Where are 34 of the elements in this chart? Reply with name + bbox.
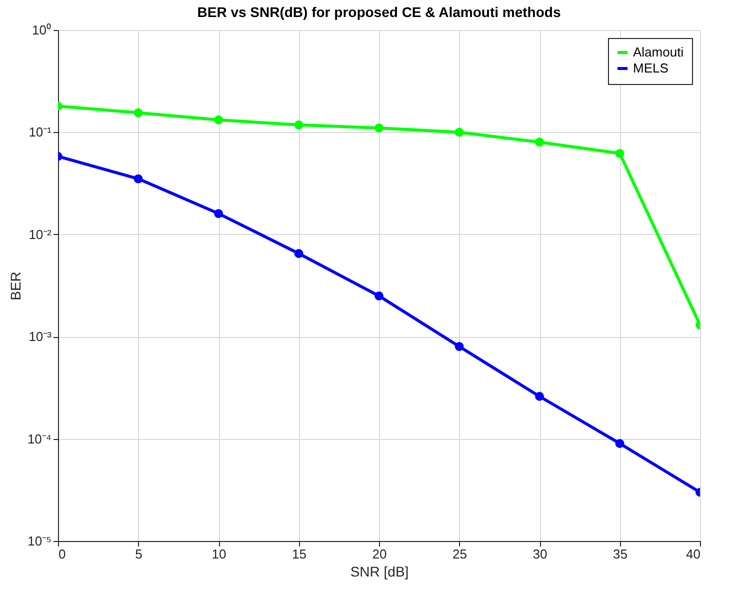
y-tick-label: 10⁻⁵ — [28, 534, 52, 548]
point — [134, 174, 143, 184]
point — [535, 138, 544, 147]
x-tick-label: 25 — [452, 546, 467, 562]
point — [374, 291, 384, 300]
y-axis-title: BER — [7, 272, 24, 300]
x-tick-label: 30 — [532, 546, 548, 562]
x-tick-label: 10 — [212, 546, 226, 562]
y-tick-label: 10⁻² — [28, 226, 52, 242]
y-tick-label: 10⁰ — [32, 22, 52, 38]
x-tick-label: 40 — [686, 546, 700, 562]
point — [294, 249, 304, 258]
y-tick-label: 10⁻³ — [28, 329, 52, 344]
point — [374, 124, 384, 132]
x-axis-title: SNR [dB] — [350, 564, 409, 580]
point — [454, 128, 464, 137]
point — [214, 209, 223, 218]
chart-title: BER vs SNR(dB) for proposed CE & Alamouti methods — [197, 4, 561, 20]
x-tick-label: 0 — [58, 546, 66, 562]
point — [535, 392, 544, 401]
point — [615, 439, 624, 448]
point — [214, 115, 223, 124]
legend-label: Alamouti — [633, 44, 684, 60]
point — [615, 148, 624, 158]
x-tick-label: 15 — [292, 546, 306, 562]
legend-label: MELS — [633, 60, 669, 76]
point — [454, 342, 464, 351]
y-tick-label: 10⁻¹ — [28, 124, 52, 140]
x-tick-label: 35 — [613, 546, 628, 562]
point — [294, 120, 304, 130]
point — [134, 108, 143, 118]
x-tick-label: 20 — [372, 546, 387, 562]
x-tick-label: 5 — [135, 546, 142, 562]
y-tick-label: 10⁻⁴ — [27, 431, 52, 446]
